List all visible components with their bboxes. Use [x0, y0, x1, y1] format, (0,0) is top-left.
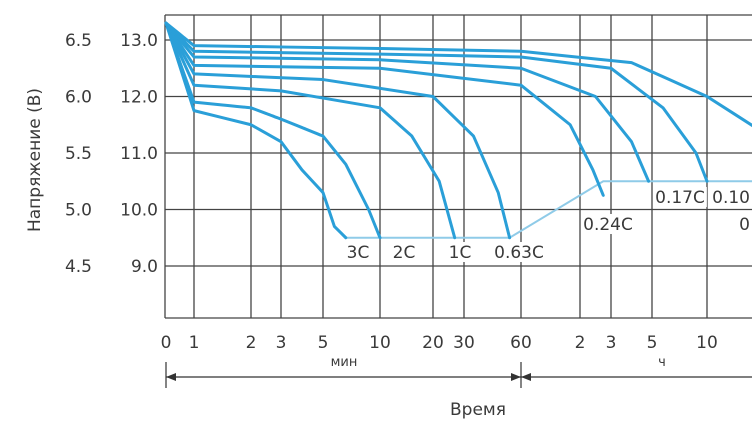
- curve-label-3: 0.63C: [494, 243, 544, 263]
- curve-label-1: 2C: [393, 243, 416, 263]
- curve-label-7: 0: [739, 215, 750, 235]
- curve-label-bg-2: [446, 242, 474, 262]
- curve-0_10C: [164, 21, 709, 183]
- curve-label-bg-0: [344, 242, 372, 262]
- curve-label-2: 1C: [449, 243, 472, 263]
- x-unit-spans: мин ч: [165, 355, 752, 388]
- curve-label-bg-7: [737, 214, 752, 234]
- curve-label-6: 0.10: [712, 188, 750, 208]
- x-tick-labels: 0 1 2 3 5 10 20 30 60 2 3 5 10: [161, 333, 718, 353]
- y-tick-inner-2: 11.0: [120, 144, 158, 164]
- x-tick-3: 3: [276, 333, 287, 353]
- curve-label-bg-1: [390, 242, 418, 262]
- y-tick-labels: 6.5 13.0 6.0 12.0 5.5 11.0 5.0 10.0 4.5 9.0: [65, 31, 158, 277]
- chart-grid: [164, 14, 752, 319]
- x-tick-2: 2: [246, 333, 257, 353]
- x-tick-12: 10: [696, 333, 718, 353]
- y-tick-inner-3: 10.0: [120, 201, 158, 221]
- curve-2C: [164, 21, 382, 240]
- curve-3C: [164, 21, 348, 240]
- y-tick-outer-2: 5.5: [65, 144, 92, 164]
- arrow-left: [166, 373, 176, 381]
- x-tick-5: 10: [369, 333, 391, 353]
- curve-label-bg-4: [581, 214, 635, 234]
- x-axis-title: Время: [450, 400, 506, 420]
- curve-0_17C: [164, 21, 651, 183]
- y-tick-inner-0: 13.0: [120, 31, 158, 51]
- cutoff-line-group: [345, 180, 752, 239]
- y-tick-inner-1: 12.0: [120, 88, 158, 108]
- arrow-mid-left: [511, 373, 521, 381]
- curve-labels: 3C 2C 1C 0.63C 0.24C 0.17C 0.10 0: [344, 187, 752, 263]
- curve-label-4: 0.24C: [583, 215, 633, 235]
- y-tick-outer-3: 5.0: [65, 201, 92, 221]
- discharge-curves: [164, 21, 752, 240]
- cutoff-voltage-line: [345, 180, 752, 239]
- curve-label-0: 3C: [347, 243, 370, 263]
- x-unit-label-0: мин: [331, 355, 358, 370]
- y-tick-outer-4: 4.5: [65, 257, 92, 277]
- x-tick-7: 30: [453, 333, 475, 353]
- x-tick-4: 5: [318, 333, 329, 353]
- x-tick-6: 20: [422, 333, 444, 353]
- y-axis-title: Напряжение (В): [25, 88, 45, 232]
- curve-0_05C: [164, 21, 752, 128]
- curve-label-bg-3: [492, 242, 546, 262]
- curve-0_63C: [164, 21, 512, 240]
- curve-label-bg-6: [710, 187, 752, 207]
- curve-label-bg-5: [653, 187, 707, 207]
- y-tick-inner-4: 9.0: [131, 257, 158, 277]
- x-tick-1: 1: [189, 333, 200, 353]
- x-tick-9: 2: [575, 333, 586, 353]
- x-unit-label-1: ч: [658, 355, 666, 370]
- arrow-mid-right: [521, 373, 531, 381]
- curve-1C: [164, 21, 457, 240]
- y-tick-outer-0: 6.5: [65, 31, 92, 51]
- x-tick-0: 0: [161, 333, 172, 353]
- curve-label-5: 0.17C: [655, 188, 705, 208]
- y-tick-outer-1: 6.0: [65, 88, 92, 108]
- curve-0_24C: [164, 21, 605, 197]
- x-tick-10: 3: [606, 333, 617, 353]
- x-tick-8: 60: [510, 333, 532, 353]
- x-tick-11: 5: [647, 333, 658, 353]
